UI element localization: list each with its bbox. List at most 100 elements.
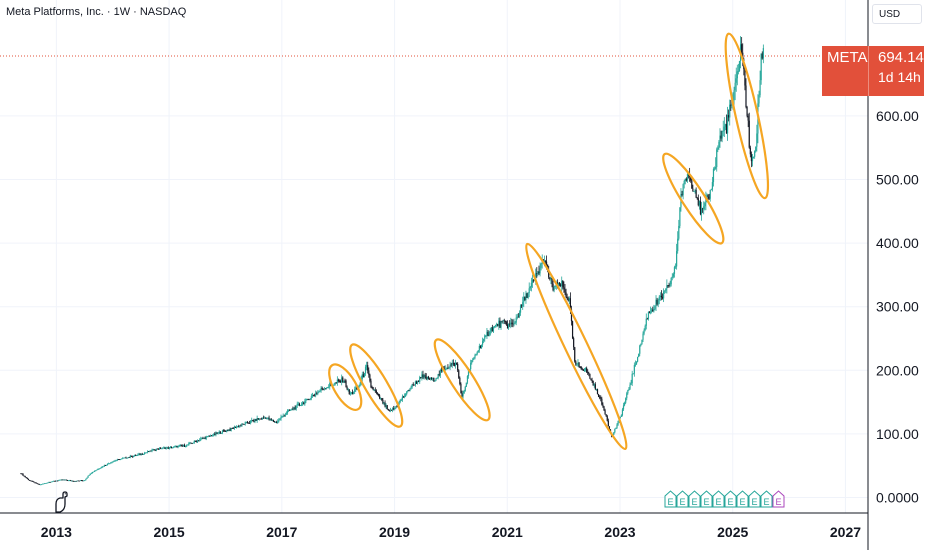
x-tick-label: 2023 bbox=[604, 524, 635, 540]
candle-body bbox=[289, 409, 291, 411]
candle-body bbox=[461, 393, 463, 397]
candle-body bbox=[415, 381, 418, 384]
candle-body bbox=[694, 190, 696, 192]
candle-body bbox=[232, 428, 234, 429]
candle-body bbox=[240, 425, 242, 427]
candle-body bbox=[531, 279, 534, 283]
candle-body bbox=[205, 436, 207, 440]
earnings-marker[interactable]: E bbox=[688, 490, 701, 508]
candle-body bbox=[387, 408, 389, 410]
highlight-ellipse bbox=[349, 343, 404, 428]
candle-body bbox=[526, 293, 528, 298]
candle-body bbox=[569, 298, 571, 310]
candle-body bbox=[640, 344, 642, 346]
candle-body bbox=[322, 389, 324, 391]
x-tick-label: 2013 bbox=[41, 524, 72, 540]
candle-body bbox=[448, 367, 450, 369]
y-tick-label: 200.00 bbox=[876, 362, 919, 378]
candle-body bbox=[361, 374, 363, 380]
candle-body bbox=[23, 475, 25, 477]
candle-body bbox=[551, 278, 553, 284]
candle-body bbox=[421, 374, 423, 378]
candle-body bbox=[99, 468, 101, 470]
price-label-divider bbox=[868, 46, 869, 96]
candle-body bbox=[245, 421, 247, 423]
candle-body bbox=[72, 480, 74, 482]
candle-body bbox=[25, 477, 27, 479]
earnings-marker[interactable]: E bbox=[736, 490, 749, 508]
candle-body bbox=[713, 168, 716, 170]
candle-body bbox=[246, 421, 248, 423]
candle-body bbox=[63, 479, 65, 481]
candle-body bbox=[88, 475, 90, 476]
candle-body bbox=[434, 380, 436, 382]
candle-body bbox=[407, 390, 409, 392]
candle-body bbox=[370, 380, 372, 388]
candle-body bbox=[129, 455, 131, 458]
candle-body bbox=[58, 480, 60, 481]
candle-body bbox=[90, 473, 92, 475]
candle-body bbox=[325, 387, 328, 389]
candle-body bbox=[402, 396, 405, 398]
earnings-marker[interactable]: E bbox=[712, 490, 725, 508]
candle-body bbox=[549, 277, 551, 280]
candle-body bbox=[45, 483, 47, 484]
candle-body bbox=[151, 449, 153, 452]
candle-body bbox=[130, 455, 133, 457]
candle-body bbox=[313, 395, 316, 397]
earnings-marker[interactable]: E bbox=[748, 490, 761, 508]
candle-body bbox=[363, 373, 366, 378]
candle-body bbox=[379, 395, 381, 399]
candle-body bbox=[416, 381, 419, 384]
candle-body bbox=[43, 483, 45, 485]
candle-body bbox=[529, 286, 531, 289]
candle-body bbox=[180, 445, 182, 446]
earnings-marker-label: E bbox=[703, 497, 709, 507]
candle-body bbox=[96, 469, 98, 471]
candle-body bbox=[754, 151, 756, 157]
candle-body bbox=[193, 440, 195, 443]
candle-body bbox=[627, 389, 629, 394]
currency-selector[interactable]: USD bbox=[872, 4, 922, 24]
candle-body bbox=[172, 447, 174, 449]
candle-body bbox=[138, 453, 140, 455]
candle-body bbox=[385, 405, 387, 407]
earnings-marker[interactable]: E bbox=[676, 490, 689, 508]
candle-body bbox=[455, 362, 458, 364]
candle-body bbox=[371, 387, 373, 388]
candle-body bbox=[235, 426, 238, 428]
candle-body bbox=[648, 311, 651, 313]
candle-body bbox=[224, 430, 226, 432]
candle-body bbox=[174, 446, 176, 448]
candle-body bbox=[33, 481, 35, 483]
candle-body bbox=[383, 402, 385, 404]
candle-body bbox=[115, 460, 117, 462]
candle-body bbox=[697, 198, 699, 206]
candle-body bbox=[638, 353, 640, 358]
earnings-marker[interactable]: E bbox=[700, 490, 713, 508]
earnings-marker-shape bbox=[724, 490, 737, 508]
earnings-marker[interactable]: E bbox=[724, 490, 737, 508]
candle-body bbox=[147, 451, 149, 453]
earnings-marker-upcoming[interactable]: E bbox=[772, 490, 785, 508]
candle-body bbox=[319, 390, 321, 392]
tradingview-dinosaur-icon[interactable] bbox=[50, 490, 74, 514]
candle-body bbox=[110, 462, 112, 464]
candle-body bbox=[647, 311, 650, 319]
earnings-marker[interactable]: E bbox=[760, 490, 773, 508]
highlight-ellipse bbox=[328, 363, 363, 411]
candle-body bbox=[629, 384, 631, 389]
candle-body bbox=[696, 197, 698, 199]
candle-body bbox=[463, 390, 465, 394]
candle-body bbox=[238, 426, 240, 428]
candle-body bbox=[735, 78, 737, 83]
candle-body bbox=[635, 361, 638, 365]
candle-body bbox=[234, 426, 237, 428]
candle-body bbox=[86, 477, 88, 480]
candle-body bbox=[97, 469, 99, 470]
earnings-marker[interactable]: E bbox=[664, 490, 677, 508]
x-tick-label: 2015 bbox=[154, 524, 185, 540]
candle-body bbox=[78, 480, 80, 482]
